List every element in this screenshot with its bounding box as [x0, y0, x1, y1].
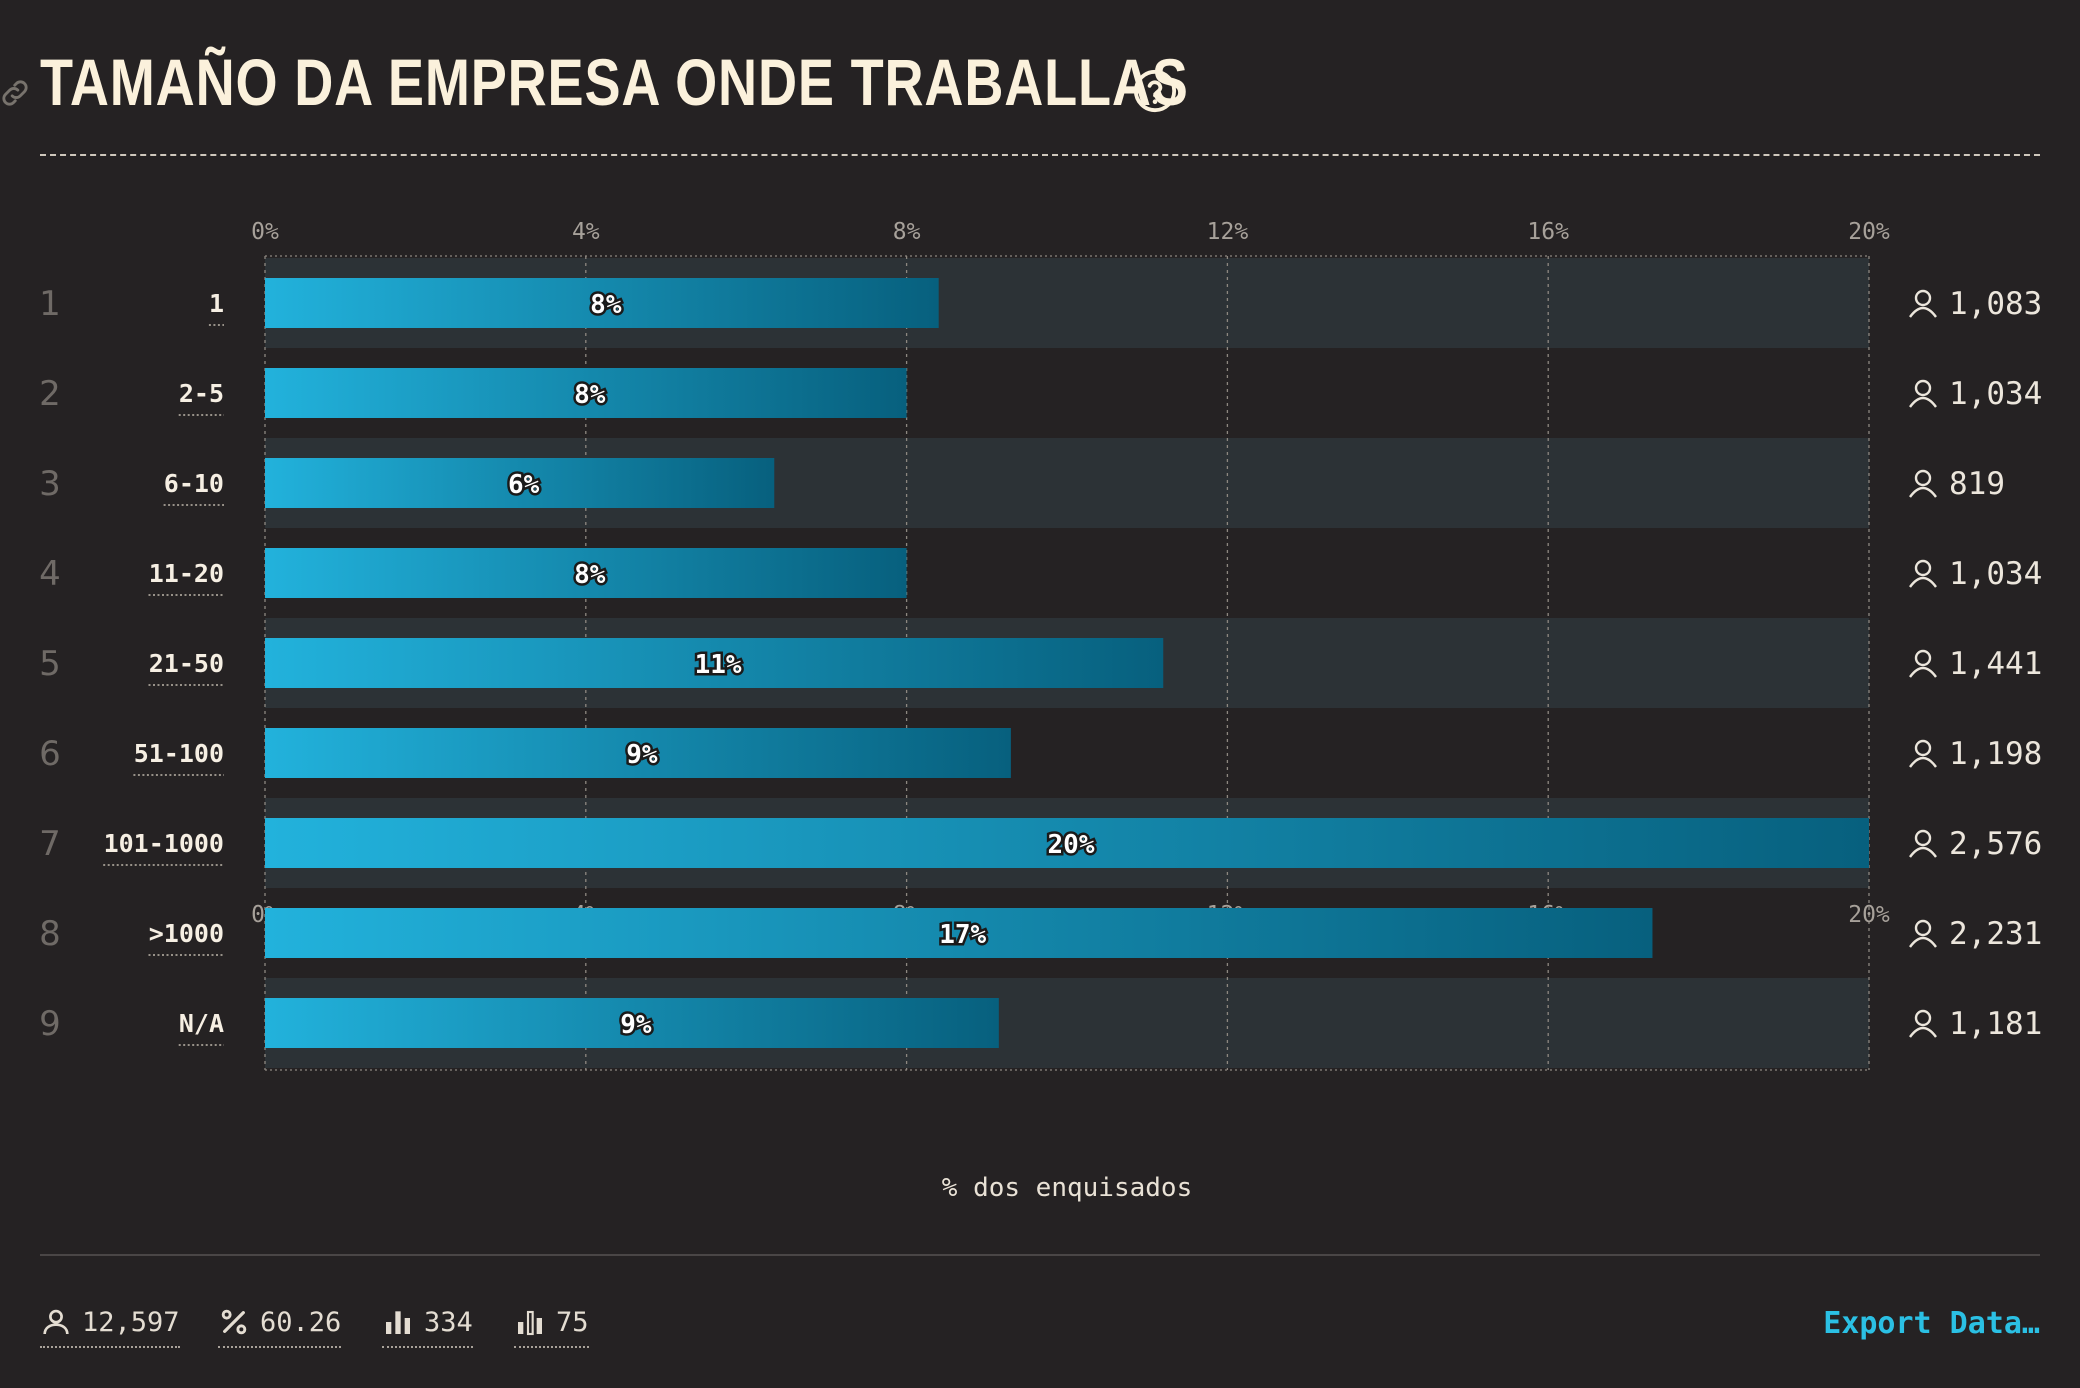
stat-a-value: 334 [424, 1306, 473, 1338]
category-label: 21-50 [149, 649, 224, 678]
respondent-count: 1,181 [1949, 1006, 2042, 1042]
respondent-count: 2,576 [1949, 826, 2042, 862]
bar-value-label: 8% [574, 380, 606, 410]
row-rank: 4 [39, 554, 61, 594]
bar [265, 998, 999, 1048]
person-icon [1914, 469, 1932, 487]
person-icon-body [1909, 576, 1937, 588]
person-icon-body [1909, 756, 1937, 768]
bar-value-label: 11% [695, 650, 742, 680]
percent-icon [221, 1309, 247, 1335]
x-tick-top: 16% [1527, 219, 1569, 245]
footer: 12,597 60.26 334 75 Export Data… [40, 1300, 2040, 1348]
person-icon [43, 1309, 69, 1335]
bar-value-label: 8% [574, 560, 606, 590]
category-label: 1 [209, 289, 224, 318]
category-label: 101-1000 [104, 829, 224, 858]
bar [265, 728, 1011, 778]
person-icon [1914, 649, 1932, 667]
person-icon-body [1909, 306, 1937, 318]
person-icon [1914, 919, 1932, 937]
respondent-count: 1,034 [1949, 556, 2042, 592]
person-icon-body [1909, 846, 1937, 858]
respondent-count: 819 [1949, 466, 2005, 502]
respondent-count: 1,034 [1949, 376, 2042, 412]
category-label: 2-5 [179, 379, 224, 408]
person-icon-body [1909, 486, 1937, 498]
x-tick-top: 4% [572, 219, 600, 245]
bar-chart-icon [386, 1311, 410, 1334]
row-rank: 9 [39, 1004, 61, 1044]
bar-chart: 0%0%4%4%8%8%12%12%16%16%20%20%118%1,0832… [39, 219, 2042, 1203]
bar-value-label: 20% [1048, 830, 1095, 860]
x-tick-bottom: 20% [1848, 902, 1890, 928]
row-rank: 8 [39, 914, 61, 954]
person-icon-body [1909, 936, 1937, 948]
footer-divider [40, 1254, 2040, 1256]
person-icon [1914, 1009, 1932, 1027]
person-icon [1914, 829, 1932, 847]
row-rank: 2 [39, 374, 61, 414]
respondent-count: 1,441 [1949, 646, 2042, 682]
bar [265, 638, 1164, 688]
bar [265, 548, 907, 598]
respondents-value: 12,597 [82, 1306, 180, 1338]
bar-value-label: 6% [508, 470, 540, 500]
row-rank: 6 [39, 734, 61, 774]
person-icon [1914, 739, 1932, 757]
person-icon-body [1909, 1026, 1937, 1038]
person-icon [1914, 559, 1932, 577]
category-label: 51-100 [134, 739, 224, 768]
bar [265, 278, 939, 328]
row-rank: 5 [39, 644, 61, 684]
x-tick-top: 12% [1207, 219, 1249, 245]
person-icon [1914, 289, 1932, 307]
bar-value-label: 9% [620, 1010, 652, 1040]
category-label: >1000 [149, 919, 224, 948]
x-tick-top: 0% [251, 219, 279, 245]
bar [265, 458, 775, 508]
category-label: N/A [179, 1009, 224, 1038]
help-icon[interactable] [1132, 68, 1178, 114]
bar [265, 908, 1653, 958]
person-icon [1914, 379, 1932, 397]
percent-value: 60.26 [260, 1306, 342, 1338]
stat-b[interactable]: 75 [514, 1300, 589, 1348]
bar [265, 368, 907, 418]
person-icon-body [1909, 396, 1937, 408]
respondent-count: 1,083 [1949, 286, 2042, 322]
respondent-count: 1,198 [1949, 736, 2042, 772]
export-data-link[interactable]: Export Data… [1823, 1306, 2040, 1341]
row-rank: 1 [39, 284, 61, 324]
stat-b-value: 75 [556, 1306, 589, 1338]
person-icon-body [1909, 666, 1937, 678]
x-tick-top: 20% [1848, 219, 1890, 245]
bar-value-label: 17% [939, 920, 986, 950]
category-label: 6-10 [164, 469, 224, 498]
percent-stat[interactable]: 60.26 [218, 1300, 342, 1348]
respondent-count: 2,231 [1949, 916, 2042, 952]
category-label: 11-20 [149, 559, 224, 588]
bar-chart-outline-icon [518, 1310, 542, 1336]
link-icon[interactable] [0, 76, 32, 110]
page-title: TAMAÑO DA EMPRESA ONDE TRABALLAS [40, 45, 1189, 119]
bar-value-label: 8% [590, 290, 622, 320]
respondents-stat[interactable]: 12,597 [40, 1300, 180, 1348]
title-row: TAMAÑO DA EMPRESA ONDE TRABALLAS [2, 36, 2040, 156]
x-axis-title: % dos enquisados [942, 1173, 1192, 1203]
title-divider [40, 154, 2040, 156]
row-rank: 7 [39, 824, 61, 864]
row-rank: 3 [39, 464, 61, 504]
x-tick-top: 8% [893, 219, 921, 245]
stat-a[interactable]: 334 [382, 1300, 473, 1348]
bar [265, 818, 1869, 868]
bar-value-label: 9% [626, 740, 658, 770]
